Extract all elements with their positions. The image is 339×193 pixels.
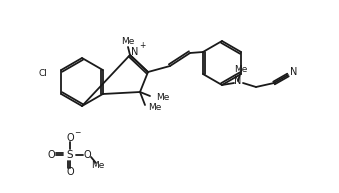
Text: O: O [66,133,74,143]
Text: Me: Me [234,64,248,74]
Text: Me: Me [148,103,161,113]
Text: O: O [47,150,55,160]
Text: Me: Me [156,93,170,102]
Text: O: O [83,150,91,160]
Text: Me: Me [91,161,105,169]
Text: Me: Me [121,37,135,47]
Text: O: O [66,167,74,177]
Text: S: S [67,150,73,160]
Text: N: N [290,67,298,77]
Text: N: N [234,76,242,86]
Text: −: − [74,129,80,137]
Text: +: + [139,41,145,51]
Text: Cl: Cl [38,69,47,78]
Text: N: N [131,47,139,57]
